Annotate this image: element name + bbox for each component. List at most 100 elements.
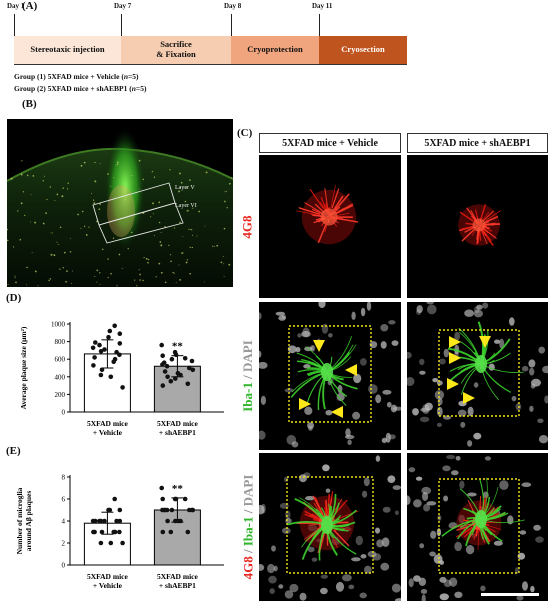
micrograph-4g8-shaebp1 bbox=[407, 155, 548, 298]
panel-b-label: (B) bbox=[22, 98, 37, 110]
y-tick-label: 0 bbox=[62, 562, 66, 570]
y-tick-label: 200 bbox=[55, 391, 66, 399]
data-point bbox=[160, 362, 165, 367]
y-axis-label: around Aβ plaques bbox=[24, 491, 33, 552]
data-point bbox=[159, 343, 164, 348]
y-tick-label: 800 bbox=[55, 338, 66, 346]
row-label-merge: 4G8 / Iba-1 / DAPI bbox=[239, 453, 257, 601]
data-point bbox=[118, 331, 123, 336]
micrograph-iba1-vehicle bbox=[259, 302, 401, 450]
y-tick-label: 6 bbox=[62, 496, 66, 504]
y-tick-label: 2 bbox=[62, 540, 66, 548]
data-point bbox=[160, 497, 165, 502]
column-header-vehicle: 5XFAD mice + Vehicle bbox=[259, 133, 401, 153]
data-point bbox=[169, 379, 174, 384]
timeline-tick bbox=[319, 14, 320, 36]
step-stereotaxic-injection: Stereotaxic injection bbox=[14, 36, 121, 64]
row-label-4g8: 4G8 bbox=[239, 155, 257, 298]
data-point bbox=[191, 368, 196, 373]
data-point bbox=[111, 530, 116, 535]
data-point bbox=[183, 356, 188, 361]
x-tick-label: + shAEBP1 bbox=[159, 581, 196, 590]
data-point bbox=[99, 519, 104, 524]
data-point bbox=[100, 530, 105, 535]
data-point bbox=[117, 353, 122, 358]
y-tick-label: 0 bbox=[62, 409, 66, 417]
y-tick-label: 8 bbox=[62, 474, 66, 482]
x-tick-label: 5XFAD mice bbox=[157, 572, 199, 581]
data-point bbox=[186, 382, 191, 387]
data-point bbox=[106, 508, 111, 513]
y-axis-label: Average plaque size (μm²) bbox=[19, 326, 28, 409]
data-point bbox=[91, 519, 96, 524]
significance-marker: ** bbox=[172, 341, 184, 353]
micrograph-4g8-vehicle bbox=[259, 155, 401, 298]
timeline-axis bbox=[14, 64, 407, 65]
timeline-tick bbox=[14, 14, 15, 36]
data-point bbox=[109, 375, 114, 380]
data-point bbox=[117, 530, 122, 535]
data-point bbox=[174, 497, 179, 502]
scale-bar bbox=[481, 593, 539, 596]
data-point bbox=[99, 541, 104, 546]
y-axis-label: Number of microglia bbox=[15, 487, 24, 554]
data-point bbox=[178, 519, 183, 524]
y-tick-label: 600 bbox=[55, 356, 66, 364]
day-label: Day 1 bbox=[7, 2, 24, 10]
data-point bbox=[191, 508, 196, 513]
column-header-shaebp1: 5XFAD mice + shAEBP1 bbox=[407, 133, 548, 153]
data-point bbox=[108, 329, 113, 334]
data-point bbox=[161, 383, 166, 388]
timeline-tick bbox=[231, 14, 232, 36]
data-point bbox=[92, 355, 97, 360]
data-point bbox=[114, 519, 119, 524]
x-tick-label: 5XFAD mice bbox=[87, 572, 129, 581]
step-cryosection: Cryosection bbox=[319, 36, 407, 64]
day-label: Day 11 bbox=[312, 2, 332, 10]
layer-v-label: Layer V bbox=[175, 185, 195, 191]
day-label: Day 8 bbox=[224, 2, 241, 10]
y-tick-label: 4 bbox=[62, 518, 66, 526]
data-point bbox=[170, 357, 175, 362]
data-point bbox=[160, 353, 165, 358]
micrograph-merge-vehicle bbox=[259, 453, 401, 601]
data-point bbox=[120, 385, 125, 390]
data-point bbox=[173, 519, 178, 524]
data-point bbox=[97, 343, 102, 348]
row-label-iba1-dapi: Iba-1 / DAPI bbox=[239, 302, 257, 450]
data-point bbox=[106, 335, 111, 340]
x-tick-label: + Vehicle bbox=[93, 581, 123, 590]
data-point bbox=[165, 364, 170, 369]
data-point bbox=[165, 375, 170, 380]
data-point bbox=[112, 497, 117, 502]
data-point bbox=[190, 359, 195, 364]
data-point bbox=[178, 373, 183, 378]
day-label: Day 7 bbox=[114, 2, 131, 10]
data-point bbox=[99, 349, 104, 354]
group-2-text: Group (2) 5XFAD mice + shAEBP1 (n=5) bbox=[14, 84, 146, 93]
group-1-text: Group (1) 5XFAD mice + Vehicle (n=5) bbox=[14, 72, 139, 81]
data-point bbox=[109, 541, 114, 546]
panel-c-label: (C) bbox=[237, 127, 252, 139]
data-point bbox=[99, 373, 104, 378]
data-point bbox=[112, 324, 117, 329]
data-point bbox=[169, 530, 174, 535]
brain-section-image: Layer V Layer VI bbox=[7, 119, 233, 287]
data-point bbox=[93, 340, 98, 345]
data-point bbox=[163, 508, 168, 513]
data-point bbox=[111, 360, 116, 365]
data-point bbox=[91, 346, 96, 351]
data-point bbox=[161, 530, 166, 535]
layer-vi-label: Layer VI bbox=[175, 203, 197, 209]
data-point bbox=[100, 368, 105, 373]
data-point bbox=[159, 486, 164, 491]
data-point bbox=[163, 369, 168, 374]
timeline-tick bbox=[121, 14, 122, 36]
data-point bbox=[91, 363, 96, 368]
data-point bbox=[174, 353, 179, 358]
x-tick-label: 5XFAD mice bbox=[87, 419, 129, 428]
x-tick-label: + shAEBP1 bbox=[159, 428, 196, 437]
micrograph-merge-shaebp1 bbox=[407, 453, 548, 601]
data-point bbox=[173, 376, 178, 381]
